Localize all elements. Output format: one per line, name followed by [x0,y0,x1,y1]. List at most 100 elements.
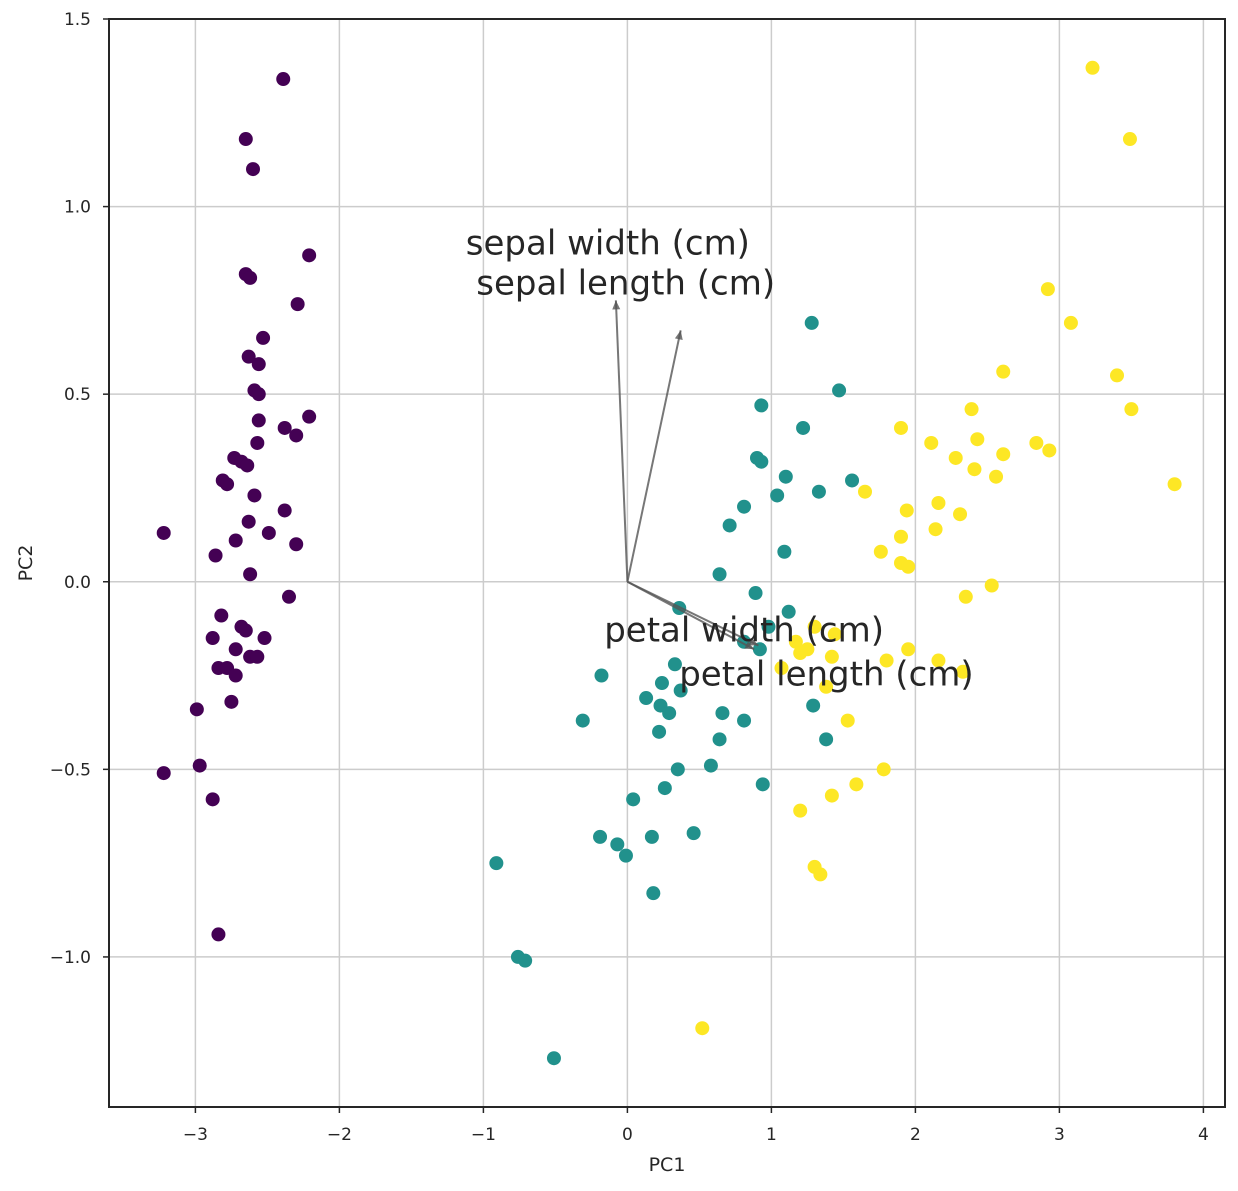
scatter-point [156,766,171,781]
scatter-point [807,619,822,634]
scatter-point [257,631,272,646]
scatter-point [924,435,939,450]
loading-label: petal width (cm) [604,610,884,650]
scatter-point [901,642,916,657]
scatter-point [781,604,796,619]
scatter-point [1029,435,1044,450]
scatter-point [610,837,625,852]
x-tick-label: 4 [1198,1125,1209,1145]
scatter-point [793,803,808,818]
scatter-point [774,661,789,676]
y-tick-label: 1.5 [64,10,91,30]
scatter-point [755,777,770,792]
loading-arrowhead [674,330,683,341]
loading-arrow [626,580,759,647]
scatter-point [214,608,229,623]
loading-arrowhead [748,638,759,646]
scatter-point [832,383,847,398]
scatter-point [824,788,839,803]
scatter-point [931,495,946,510]
x-tick-label: −2 [327,1125,352,1145]
loading-label: sepal width (cm) [466,223,750,263]
scatter-point [241,514,256,529]
scatter-point [804,315,819,330]
scatter-point [811,484,826,499]
scatter-point [953,507,968,522]
scatter-point [788,634,803,649]
scatter-point [251,413,266,428]
scatter-point [737,713,752,728]
scatter-point [958,589,973,604]
scatter-point [876,762,891,777]
scatter-point [489,856,504,871]
x-tick-label: 1 [766,1125,777,1145]
scatter-point [777,544,792,559]
scatter-point [695,1021,710,1036]
scatter-point [673,683,688,698]
scatter-point [1122,132,1137,147]
scatter-point [715,706,730,721]
scatter-point [205,631,220,646]
scatter-point [819,679,834,694]
scatter-point [840,713,855,728]
scatter-point [1167,477,1182,492]
loading-label: petal length (cm) [679,655,973,695]
y-tick-label: −0.5 [50,760,91,780]
scatter-point [754,398,769,413]
scatter-point [748,586,763,601]
scatter-point [770,488,785,503]
scatter-point [289,428,304,443]
scatter-point [667,657,682,672]
scatter-point [984,578,999,593]
scatter-point [211,927,226,942]
scatter-point [894,420,908,435]
scatter-point [251,387,266,402]
scatter-point [238,132,253,147]
loading-arrows [612,300,759,651]
scatter-point [793,646,808,661]
scatter-point [824,649,839,664]
y-axis-label: PC2 [15,545,37,582]
scatter-point [289,537,304,552]
scatter-point [879,653,894,668]
scatter-point [228,642,243,657]
x-tick-label: 0 [622,1125,633,1145]
scatter-point [228,668,243,683]
scatter-point [955,664,970,679]
scatter-point [250,649,265,664]
scatter-point [948,450,963,465]
scatter-point [1110,368,1124,383]
scatter-point [593,829,608,844]
scatter-point [761,619,776,634]
scatter-point [754,454,769,469]
scatter-point [575,713,590,728]
loading-arrowhead [612,300,621,310]
scatter-point [290,297,305,312]
scatter-point [251,357,266,372]
scatter-point [827,627,842,642]
scatter-point [1063,315,1078,330]
scatter-point [1124,402,1139,417]
scatter-point [546,1051,561,1066]
scatter-point [277,503,292,518]
scatter-point [228,533,243,548]
scatter-point [261,525,276,540]
scatter-point [964,402,979,417]
scatter-point [970,432,985,447]
scatter-point [646,886,661,901]
x-tick-label: −3 [183,1125,208,1145]
scatter-point [302,409,317,424]
scatter-point [241,349,256,364]
scatter-point [1042,443,1057,458]
scatter-point [778,469,793,484]
scatter-point [282,589,296,604]
x-tick-label: −1 [471,1125,496,1145]
scatter-point [246,162,260,177]
scatter-point [894,529,908,544]
x-axis-label: PC1 [649,1154,686,1176]
scatter-point [873,544,888,559]
scatter-point [819,732,834,747]
y-tick-label: −1.0 [50,948,91,968]
scatter-point [277,420,292,435]
